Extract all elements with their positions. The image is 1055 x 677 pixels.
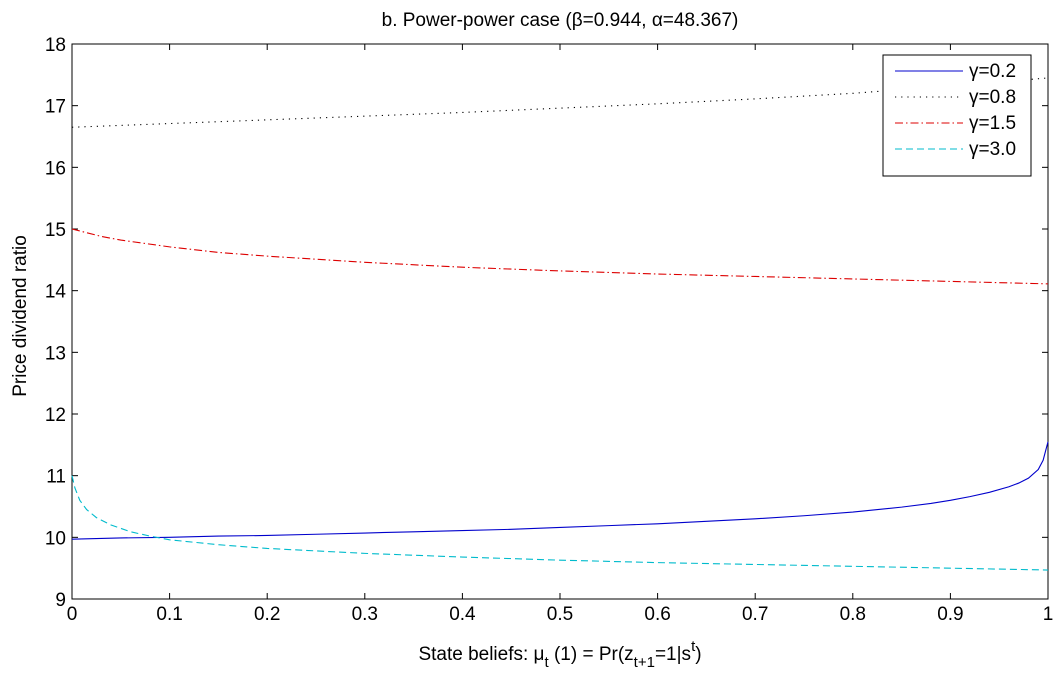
y-tick-label: 14 bbox=[45, 282, 67, 303]
x-axis-label-s-superscript: t bbox=[691, 638, 696, 655]
x-tick-label: 0.5 bbox=[547, 604, 573, 625]
legend-label-3: γ=1.5 bbox=[969, 113, 1016, 134]
x-tick-label: 0.2 bbox=[254, 604, 280, 625]
x-axis-ticks: 0 0.1 0.2 0.3 0.4 0.5 0.6 0.7 0.8 0.9 1 bbox=[67, 44, 1054, 625]
x-tick-label: 0.6 bbox=[644, 604, 670, 625]
series-line-3 bbox=[71, 228, 1049, 285]
y-tick-label: 9 bbox=[55, 590, 66, 611]
y-tick-label: 17 bbox=[45, 97, 66, 118]
x-axis-label-close: ) bbox=[695, 644, 701, 665]
y-tick-label: 16 bbox=[45, 158, 66, 179]
series-line-4 bbox=[71, 475, 1049, 571]
series-lines bbox=[71, 77, 1049, 571]
y-tick-label: 18 bbox=[45, 35, 66, 56]
x-tick-label: 0.7 bbox=[742, 604, 768, 625]
y-tick-label: 15 bbox=[45, 220, 66, 241]
y-tick-label: 12 bbox=[45, 405, 66, 426]
chart-title: b. Power-power case (β=0.944, α=48.367) bbox=[382, 10, 739, 31]
x-axis-label-prefix: State beliefs: μ bbox=[418, 644, 544, 665]
legend-box bbox=[882, 54, 1032, 177]
x-tick-label: 1 bbox=[1043, 604, 1054, 625]
series-line-1 bbox=[71, 441, 1049, 540]
y-axis-ticks: 9 10 11 12 13 14 15 16 17 18 bbox=[45, 35, 1048, 611]
x-axis-label-mid: (1) = Pr(z bbox=[549, 644, 634, 665]
x-tick-label: 0 bbox=[67, 604, 78, 625]
x-axis-label: State beliefs: μt (1) = Pr(zt+1=1|st) bbox=[418, 638, 701, 671]
x-axis-label-tail: =1|s bbox=[655, 644, 691, 665]
legend-label-2: γ=0.8 bbox=[969, 87, 1016, 108]
y-tick-label: 10 bbox=[45, 528, 66, 549]
x-tick-label: 0.4 bbox=[449, 604, 476, 625]
y-tick-label: 13 bbox=[45, 343, 66, 364]
legend-label-1: γ=0.2 bbox=[969, 61, 1016, 82]
y-tick-label: 11 bbox=[46, 467, 66, 488]
x-tick-label: 0.3 bbox=[352, 604, 378, 625]
x-tick-label: 0.9 bbox=[937, 604, 963, 625]
legend: γ=0.2 γ=0.8 γ=1.5 γ=3.0 bbox=[882, 54, 1032, 177]
x-axis-label-z-subscript: t+1 bbox=[634, 654, 655, 671]
x-axis-label-mu-subscript: t bbox=[545, 654, 550, 671]
y-axis-label: Price dividend ratio bbox=[10, 235, 31, 397]
x-tick-label: 0.8 bbox=[840, 604, 866, 625]
x-tick-label: 0.1 bbox=[156, 604, 182, 625]
legend-label-4: γ=3.0 bbox=[969, 139, 1016, 160]
